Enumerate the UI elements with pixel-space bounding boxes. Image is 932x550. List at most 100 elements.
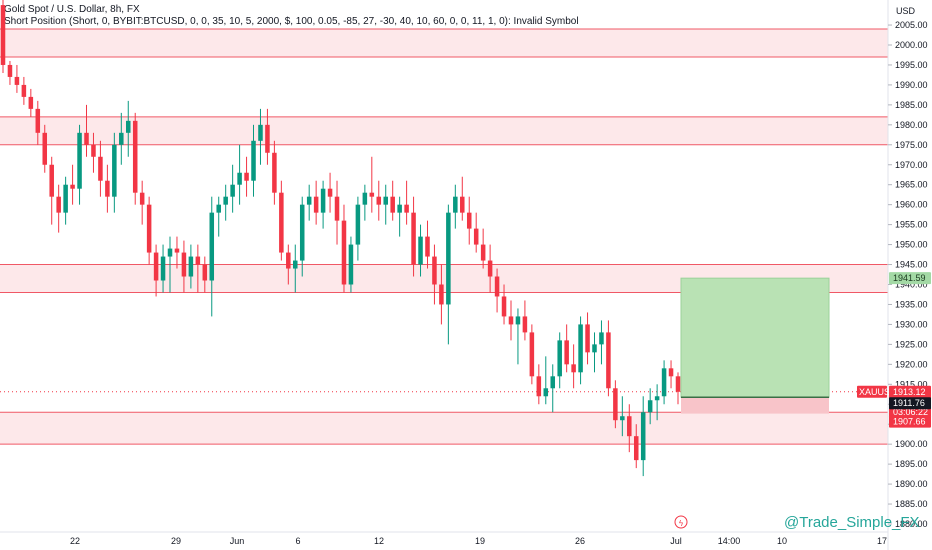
candle-65-body <box>453 196 458 213</box>
candle-70-body <box>487 260 493 277</box>
stop-price-tag-bg <box>889 415 931 428</box>
candle-53-body <box>369 192 375 197</box>
candle-48-body <box>334 196 340 221</box>
y-tick-label-1980: 1980.00 <box>895 120 928 130</box>
candle-46-body <box>320 188 326 213</box>
stop-price-tag: 1907.66 <box>889 415 931 428</box>
candle-25-body <box>174 248 180 253</box>
y-tick-label-1880: 1880.00 <box>895 519 928 529</box>
event-marker-icon[interactable] <box>674 515 688 529</box>
candle-45-body <box>313 196 319 213</box>
candle-15-body <box>105 180 110 197</box>
candle-17-body <box>119 132 124 145</box>
candle-16-body <box>112 144 117 197</box>
candle-26-body <box>181 252 187 277</box>
candle-63-body <box>439 284 444 305</box>
candle-10-body <box>70 184 75 189</box>
indicator-legend[interactable]: Short Position (Short, 0, BYBIT:BTCUSD, … <box>4 16 579 27</box>
candle-33-body <box>230 184 235 197</box>
candle-64-body <box>446 212 451 305</box>
y-tick-label-2000: 2000.00 <box>895 40 928 50</box>
candle-78-body <box>543 388 549 397</box>
symbol-tag-text: XAUUSD <box>859 387 897 397</box>
y-tick-label-1885: 1885.00 <box>895 499 928 509</box>
candle-96-body <box>668 368 674 377</box>
candle-18-body <box>125 120 131 133</box>
candle-86-body <box>599 332 604 345</box>
candle-74-body <box>515 316 521 325</box>
candle-92-body <box>640 412 646 461</box>
candle-87-body <box>606 332 611 389</box>
candle-30-body <box>209 212 215 281</box>
candle-12-body <box>84 132 89 145</box>
candle-82-body <box>571 364 576 373</box>
candle-47-body <box>327 188 333 197</box>
candle-54-body <box>376 196 382 205</box>
candle-85-body <box>592 344 597 353</box>
candle-43-body <box>299 204 305 261</box>
position-target-zone[interactable] <box>680 277 830 398</box>
candle-9-body <box>63 184 68 213</box>
y-tick-label-1970: 1970.00 <box>895 160 928 170</box>
candle-94-body <box>654 396 660 401</box>
candle-59-body <box>411 212 416 265</box>
candle-22-body <box>153 252 159 281</box>
zone-3-fill <box>0 412 888 445</box>
candle-39-body <box>272 152 277 193</box>
candle-91-body <box>633 436 639 461</box>
candle-73-body <box>508 316 514 325</box>
candle-34-body <box>237 172 242 185</box>
y-tick-label-1955: 1955.00 <box>895 220 928 230</box>
candle-58-body <box>404 204 409 213</box>
x-tick-label-8: 14:00 <box>718 536 741 546</box>
y-tick-label-1975: 1975.00 <box>895 140 928 150</box>
y-tick-label-1990: 1990.00 <box>895 80 928 90</box>
y-tick-label-1915: 1915.00 <box>895 379 928 389</box>
candle-11-body <box>77 132 82 189</box>
candle-71-body <box>494 276 500 297</box>
price-tags-layer: 1941.59XAUUSD1913.12-4.91%03:06:221911.7… <box>857 272 931 428</box>
candle-32-body <box>223 196 228 205</box>
zone-0-fill <box>0 29 888 57</box>
x-tick-label-2: Jun <box>230 536 245 546</box>
author-watermark: @Trade_Simple_FX <box>784 514 920 531</box>
candle-50-body <box>348 244 354 285</box>
candle-44-body <box>306 196 312 205</box>
candle-55-body <box>383 196 388 205</box>
candle-84-body <box>585 324 590 353</box>
candle-6-body <box>42 132 48 165</box>
entry-price-tag-bg <box>889 397 931 410</box>
x-tick-label-6: 26 <box>575 536 585 546</box>
y-tick-label-1900: 1900.00 <box>895 439 928 449</box>
target-price-tag-text-0: 1941.59 <box>893 273 926 283</box>
candle-41-body <box>286 252 291 269</box>
candle-81-body <box>564 340 569 365</box>
y-tick-label-1985: 1985.00 <box>895 100 928 110</box>
target-price-tag: 1941.59 <box>889 272 931 285</box>
candle-28-body <box>195 256 201 265</box>
candle-24-body <box>167 248 173 257</box>
y-tick-label-1930: 1930.00 <box>895 319 928 329</box>
candle-36-body <box>251 140 256 181</box>
x-tick-label-0: 22 <box>70 536 80 546</box>
candle-80-body <box>557 340 562 377</box>
symbol-tag: XAUUSD <box>857 385 897 398</box>
chart-title: Gold Spot / U.S. Dollar, 8h, FX <box>4 4 140 15</box>
candle-3-body <box>21 84 27 97</box>
candle-61-body <box>425 236 430 257</box>
target-price-tag-bg <box>889 272 931 285</box>
candle-97-body <box>675 376 681 392</box>
y-tick-label-1995: 1995.00 <box>895 60 928 70</box>
candle-2-body <box>14 76 20 85</box>
candle-4-body <box>28 96 34 109</box>
x-tick-label-7: Jul <box>670 536 682 546</box>
stop-price-tag-text-0: 1907.66 <box>893 417 926 427</box>
y-tick-label-1965: 1965.00 <box>895 180 928 190</box>
x-tick-label-10: 17 <box>877 536 887 546</box>
position-stop-zone[interactable] <box>681 397 829 414</box>
candles-layer <box>0 0 681 477</box>
candle-27-body <box>188 256 194 277</box>
candle-69-body <box>480 244 486 261</box>
